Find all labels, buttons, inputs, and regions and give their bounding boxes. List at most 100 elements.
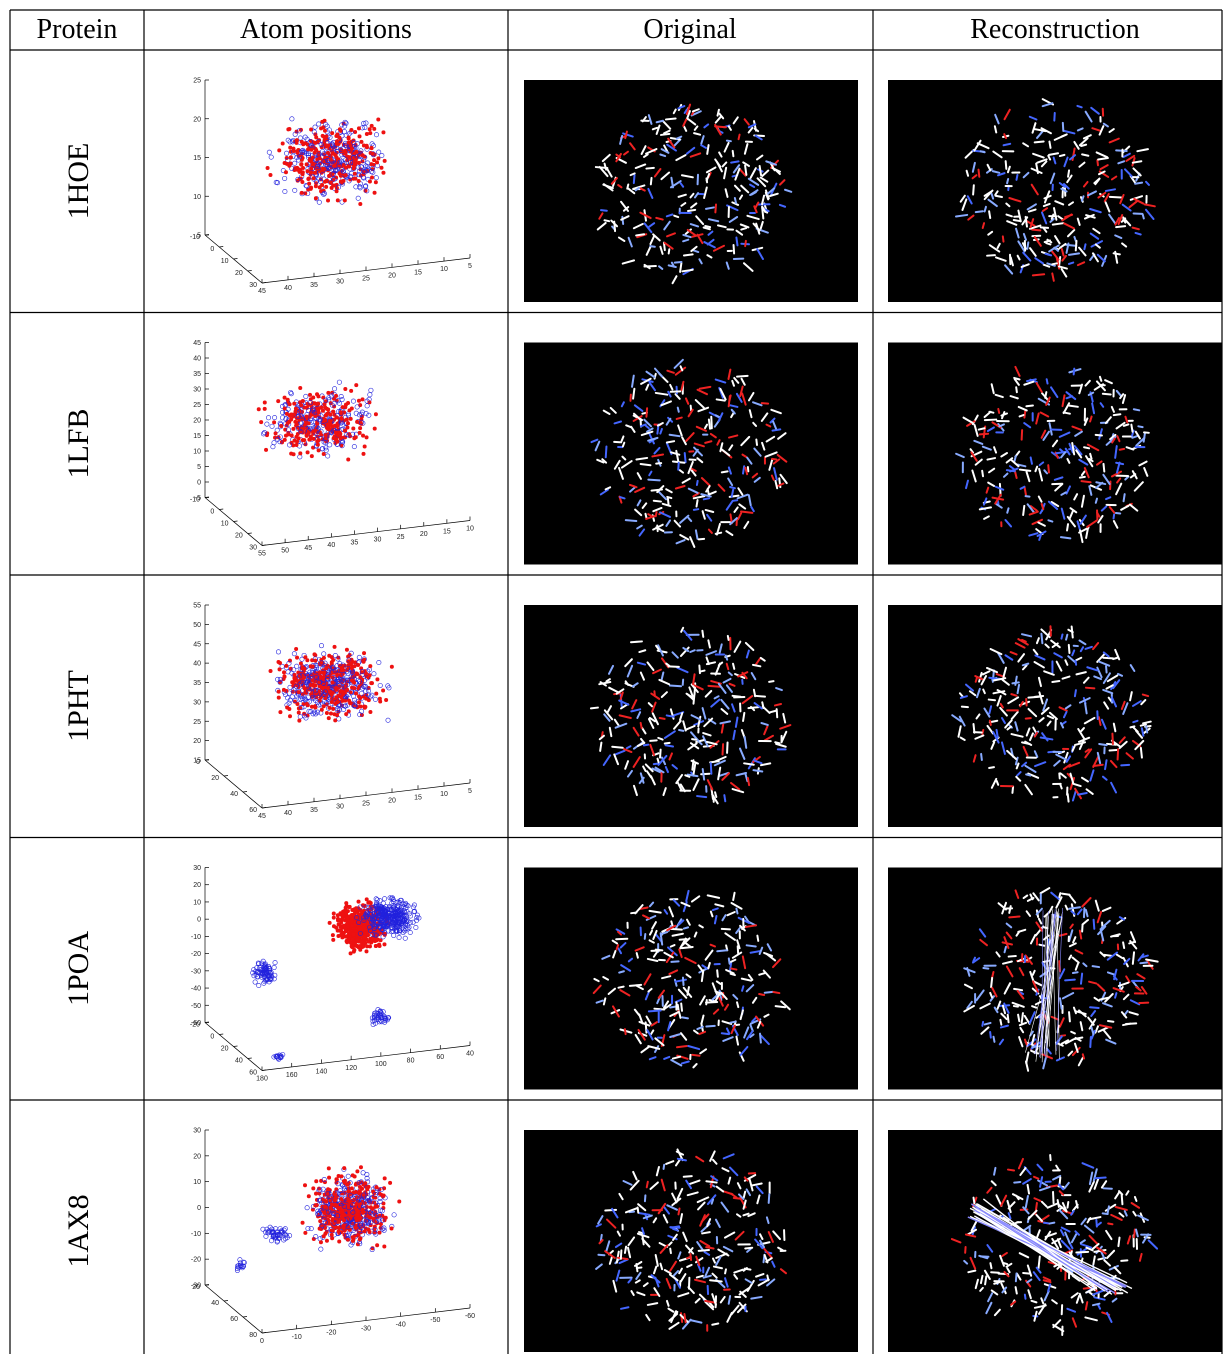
atom-point (312, 170, 317, 175)
bond (743, 143, 749, 155)
tick-label: 10 (193, 449, 201, 456)
atom-point (291, 651, 297, 657)
bond (1101, 906, 1112, 912)
bond (730, 781, 741, 791)
tick-mark (219, 246, 224, 248)
bond (687, 460, 694, 475)
atom-point (279, 663, 285, 669)
atom-point (353, 410, 359, 416)
atom-point (325, 424, 330, 429)
atom-point (359, 708, 365, 714)
bond (1093, 177, 1101, 185)
bond (1066, 523, 1070, 532)
atom-point (336, 379, 342, 385)
bond (1004, 519, 1013, 528)
atom-point (298, 420, 304, 426)
bond (723, 166, 728, 180)
bond (665, 488, 673, 494)
bond (690, 202, 698, 209)
bond (693, 192, 700, 199)
atom-point (331, 428, 337, 434)
tick-label: 60 (436, 1054, 444, 1061)
atom-point (347, 164, 352, 169)
bond (632, 415, 643, 422)
atom-point (316, 702, 322, 708)
bond (1054, 235, 1061, 245)
bond (714, 755, 727, 763)
atom-point (356, 919, 362, 925)
atom-point (329, 402, 335, 408)
bond (1013, 987, 1024, 992)
atom-point (309, 185, 314, 190)
bond (1040, 160, 1048, 168)
bond (1013, 376, 1021, 381)
atom-point (317, 416, 323, 422)
bond (660, 691, 668, 699)
atom-point (365, 166, 371, 172)
atom-point (272, 420, 277, 425)
bond (1061, 213, 1073, 222)
reconstruction-image (888, 342, 1222, 565)
bond (647, 718, 655, 729)
bond (1070, 625, 1074, 639)
atom-point (368, 169, 374, 175)
atom-point (345, 688, 350, 693)
atom-point (360, 685, 366, 691)
atom-point (299, 679, 305, 685)
atom-point (343, 120, 349, 126)
bond (1104, 416, 1112, 425)
atom-point (356, 172, 362, 178)
bond (1115, 225, 1127, 229)
bond (775, 687, 783, 692)
bond (602, 997, 607, 1006)
atom-point (370, 151, 375, 156)
bond (754, 134, 763, 141)
atom-point (339, 435, 344, 440)
bond (1073, 1042, 1079, 1053)
bond (754, 657, 762, 667)
bond (1006, 220, 1018, 226)
tick-mark (204, 1021, 210, 1023)
atom-point (308, 392, 313, 397)
atom-point (331, 937, 336, 942)
bond (700, 477, 711, 487)
atom-point (297, 454, 303, 460)
bond (681, 268, 694, 273)
bond (1029, 456, 1033, 465)
bond (654, 1037, 665, 1047)
atom-point (292, 131, 298, 137)
bond (753, 127, 760, 133)
bond (983, 418, 998, 422)
atom-point (352, 680, 357, 685)
bond (1012, 218, 1022, 223)
bond (992, 150, 1003, 159)
bond (981, 670, 991, 676)
atom-point (343, 435, 348, 440)
bond (644, 512, 648, 520)
bond (1110, 933, 1121, 938)
atom-point (356, 654, 362, 660)
bond (718, 151, 723, 158)
bond (671, 275, 678, 285)
atom-point (345, 938, 350, 943)
bond (1110, 175, 1118, 181)
bond (1133, 481, 1144, 492)
bond (1037, 917, 1043, 925)
bond (1060, 451, 1067, 459)
atom-point (344, 432, 350, 438)
atom-point (376, 659, 382, 665)
bond (1037, 495, 1043, 503)
bond (971, 174, 978, 180)
bond (675, 539, 686, 545)
bond (1026, 241, 1030, 250)
atom-point (322, 689, 328, 695)
x-axis (261, 1045, 471, 1071)
y-axis (204, 759, 263, 809)
bond (1032, 892, 1040, 902)
bond (1025, 470, 1031, 483)
atom-point (332, 163, 337, 168)
tick-label: -10 (190, 234, 200, 241)
bond (642, 743, 650, 747)
atom-point (300, 399, 305, 404)
atom-point (391, 910, 397, 916)
